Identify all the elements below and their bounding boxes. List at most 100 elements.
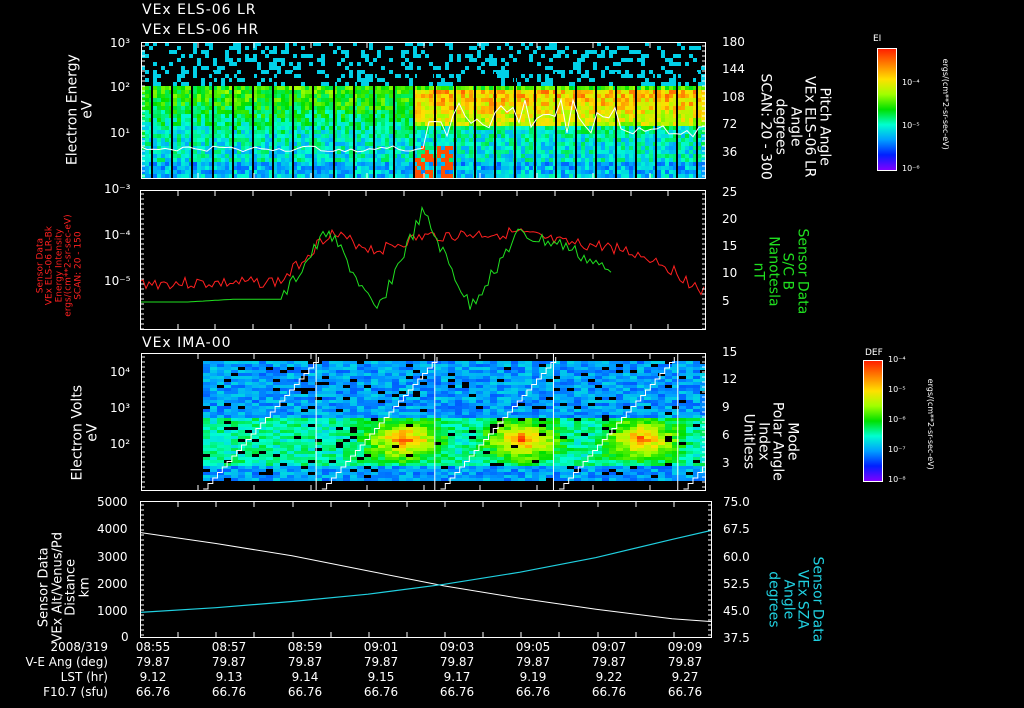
panel4-rtick-37.5: 37.5 bbox=[723, 631, 750, 645]
panel4-ytick-0: 0 bbox=[121, 630, 129, 644]
distance-sza-plot[interactable] bbox=[140, 501, 712, 638]
panel2-ytick-1e-4: 10⁻⁴ bbox=[104, 228, 131, 242]
els-spectrogram-plot bbox=[141, 42, 706, 179]
panel4-ytick-5000: 5000 bbox=[97, 495, 128, 509]
colorbar-ei-tick-2: 10⁻⁵ bbox=[902, 121, 920, 130]
panel3-rtick-3: 3 bbox=[722, 456, 730, 470]
xaxis-times-value: 09:09 bbox=[667, 640, 703, 654]
distance-sza-lines bbox=[140, 501, 712, 638]
xaxis-column: 09:01 79.87 9.15 66.76 bbox=[351, 640, 411, 700]
intensity-bfield-plot[interactable] bbox=[140, 190, 706, 330]
colorbar-ei-units: ergs/(cm**2-sr-sec-eV) bbox=[941, 58, 951, 150]
intensity-bfield-lines bbox=[140, 190, 706, 330]
xaxis-column: 09:05 79.87 9.19 66.76 bbox=[503, 640, 563, 700]
colorbar-def-tick-4: 10⁻⁷ bbox=[888, 445, 906, 454]
panel2-rtick-25: 25 bbox=[722, 185, 738, 199]
xaxis-times-value: 08:59 bbox=[287, 640, 323, 654]
colorbar-ei bbox=[877, 48, 897, 171]
xaxis-f107-value: 66.76 bbox=[287, 685, 323, 699]
colorbar-def-units: ergs/(cm**2-sr-sec-eV) bbox=[926, 378, 936, 470]
xaxis-lst-value: 9.13 bbox=[215, 670, 243, 684]
xaxis-f107-value: 66.76 bbox=[439, 685, 475, 699]
panel3-ytick-1e3: 10³ bbox=[110, 401, 131, 415]
xaxis-row-labels: 2008/319 V-E Ang (deg) LST (hr) F10.7 (s… bbox=[25, 640, 108, 699]
xaxis-column: 08:59 79.87 9.14 66.76 bbox=[275, 640, 335, 700]
xaxis-ve-ang-value: 79.87 bbox=[287, 655, 323, 669]
panel3-ytick-1e2: 10² bbox=[110, 437, 131, 451]
panel3-rtick-15: 15 bbox=[722, 345, 738, 359]
panel2-rtick-15: 15 bbox=[722, 239, 738, 253]
panel2-ytick-1e-3: 10⁻³ bbox=[104, 182, 131, 196]
panel1-rtick-144: 144 bbox=[722, 62, 745, 76]
xaxis-lst-value: 9.15 bbox=[367, 670, 395, 684]
panel1-right-label: Pitch Angle VEx ELS-06 LR Angle degrees … bbox=[757, 73, 833, 180]
colorbar-ei-tick-3: 10⁻⁶ bbox=[902, 164, 920, 173]
panel2-ytick-1e-5: 10⁻⁵ bbox=[104, 274, 131, 288]
xaxis-ve-ang-value: 79.87 bbox=[135, 655, 171, 669]
panel2-rtick-10: 10 bbox=[722, 266, 738, 280]
els-spectrogram[interactable] bbox=[141, 42, 706, 179]
xaxis-ve-ang-value: 79.87 bbox=[591, 655, 627, 669]
xaxis-f107-value: 66.76 bbox=[211, 685, 247, 699]
xaxis-ve-ang-value: 79.87 bbox=[211, 655, 247, 669]
panel1-ytick-1000: 10³ bbox=[110, 36, 131, 50]
panel4-ytick-4000: 4000 bbox=[97, 522, 128, 536]
xaxis-f107-value: 66.76 bbox=[135, 685, 171, 699]
panel4-rtick-52.5: 52.5 bbox=[723, 577, 750, 591]
xaxis-lst-value: 9.17 bbox=[443, 670, 471, 684]
colorbar-def-tick-2: 10⁻⁵ bbox=[888, 385, 906, 394]
panel2-left-label: Sensor Data VEx ELS-06 LR-Bk Energy Inte… bbox=[35, 214, 84, 317]
panel2-rtick-5: 5 bbox=[722, 294, 730, 308]
xaxis-f107-value: 66.76 bbox=[363, 685, 399, 699]
xaxis-column: 09:03 79.87 9.17 66.76 bbox=[427, 640, 487, 700]
xaxis-ve-ang-value: 79.87 bbox=[667, 655, 703, 669]
colorbar-def-title: DEF bbox=[865, 348, 883, 358]
colorbar-def-tick-5: 10⁻⁸ bbox=[888, 475, 906, 484]
panel3-rtick-12: 12 bbox=[722, 372, 738, 386]
xaxis-column: 08:57 79.87 9.13 66.76 bbox=[199, 640, 259, 700]
panel1-title-lr: VEx ELS-06 LR bbox=[142, 2, 257, 18]
xaxis-times-value: 08:57 bbox=[211, 640, 247, 654]
xaxis-times-value: 09:03 bbox=[439, 640, 475, 654]
xaxis-times-value: 09:07 bbox=[591, 640, 627, 654]
panel3-title: VEx IMA-00 bbox=[142, 335, 232, 351]
panel4-rtick-75: 75.0 bbox=[723, 495, 750, 509]
panel3-ytick-1e4: 10⁴ bbox=[110, 365, 131, 379]
panel1-rtick-72: 72 bbox=[722, 117, 738, 131]
panel3-right-label: Mode Polar Angle Index Unitless bbox=[740, 401, 801, 481]
panel4-right-label: Sensor Data VEx SZA Angle degrees bbox=[765, 556, 826, 643]
xaxis-lst-value: 9.22 bbox=[595, 670, 623, 684]
panel1-title-hr: VEx ELS-06 HR bbox=[142, 22, 260, 38]
ima-spectrogram[interactable] bbox=[141, 353, 706, 491]
colorbar-def bbox=[863, 360, 883, 482]
panel1-ytick-10: 10¹ bbox=[110, 126, 131, 140]
xaxis-column: 08:55 79.87 9.12 66.76 bbox=[123, 640, 183, 700]
xaxis-column: 09:09 79.87 9.27 66.76 bbox=[655, 640, 715, 700]
panel1-rtick-180: 180 bbox=[722, 35, 745, 49]
panel4-rtick-45: 45.0 bbox=[723, 604, 750, 618]
panel4-rtick-60: 60.0 bbox=[723, 550, 750, 564]
xaxis-times-value: 09:05 bbox=[515, 640, 551, 654]
panel1-rtick-108: 108 bbox=[722, 90, 745, 104]
xaxis-lst-value: 9.12 bbox=[139, 670, 167, 684]
panel4-left-label: Sensor Data VEx Alt/Venus/Pd Distance km bbox=[36, 532, 93, 643]
xaxis-times-value: 09:01 bbox=[363, 640, 399, 654]
panel4-ytick-2000: 2000 bbox=[97, 577, 128, 591]
panel1-ylabel: Electron Energy eV bbox=[64, 54, 95, 166]
xaxis-f107-value: 66.76 bbox=[591, 685, 627, 699]
xaxis-lst-value: 9.19 bbox=[519, 670, 547, 684]
panel1-rtick-36: 36 bbox=[722, 145, 738, 159]
xaxis-f107-value: 66.76 bbox=[515, 685, 551, 699]
panel3-rtick-6: 6 bbox=[722, 428, 730, 442]
panel4-ytick-1000: 1000 bbox=[97, 604, 128, 618]
colorbar-def-tick-1: 10⁻⁴ bbox=[888, 355, 906, 364]
panel1-ytick-100: 10² bbox=[110, 80, 131, 94]
xaxis-times-value: 08:55 bbox=[135, 640, 171, 654]
xaxis-lst-value: 9.14 bbox=[291, 670, 319, 684]
xaxis-lst-value: 9.27 bbox=[671, 670, 699, 684]
xaxis-ve-ang-value: 79.87 bbox=[515, 655, 551, 669]
panel3-ylabel: Electron Volts eV bbox=[69, 384, 100, 481]
colorbar-ei-tick-1: 10⁻⁴ bbox=[902, 78, 920, 87]
ima-spectrogram-plot bbox=[141, 353, 706, 491]
xaxis-f107-value: 66.76 bbox=[667, 685, 703, 699]
